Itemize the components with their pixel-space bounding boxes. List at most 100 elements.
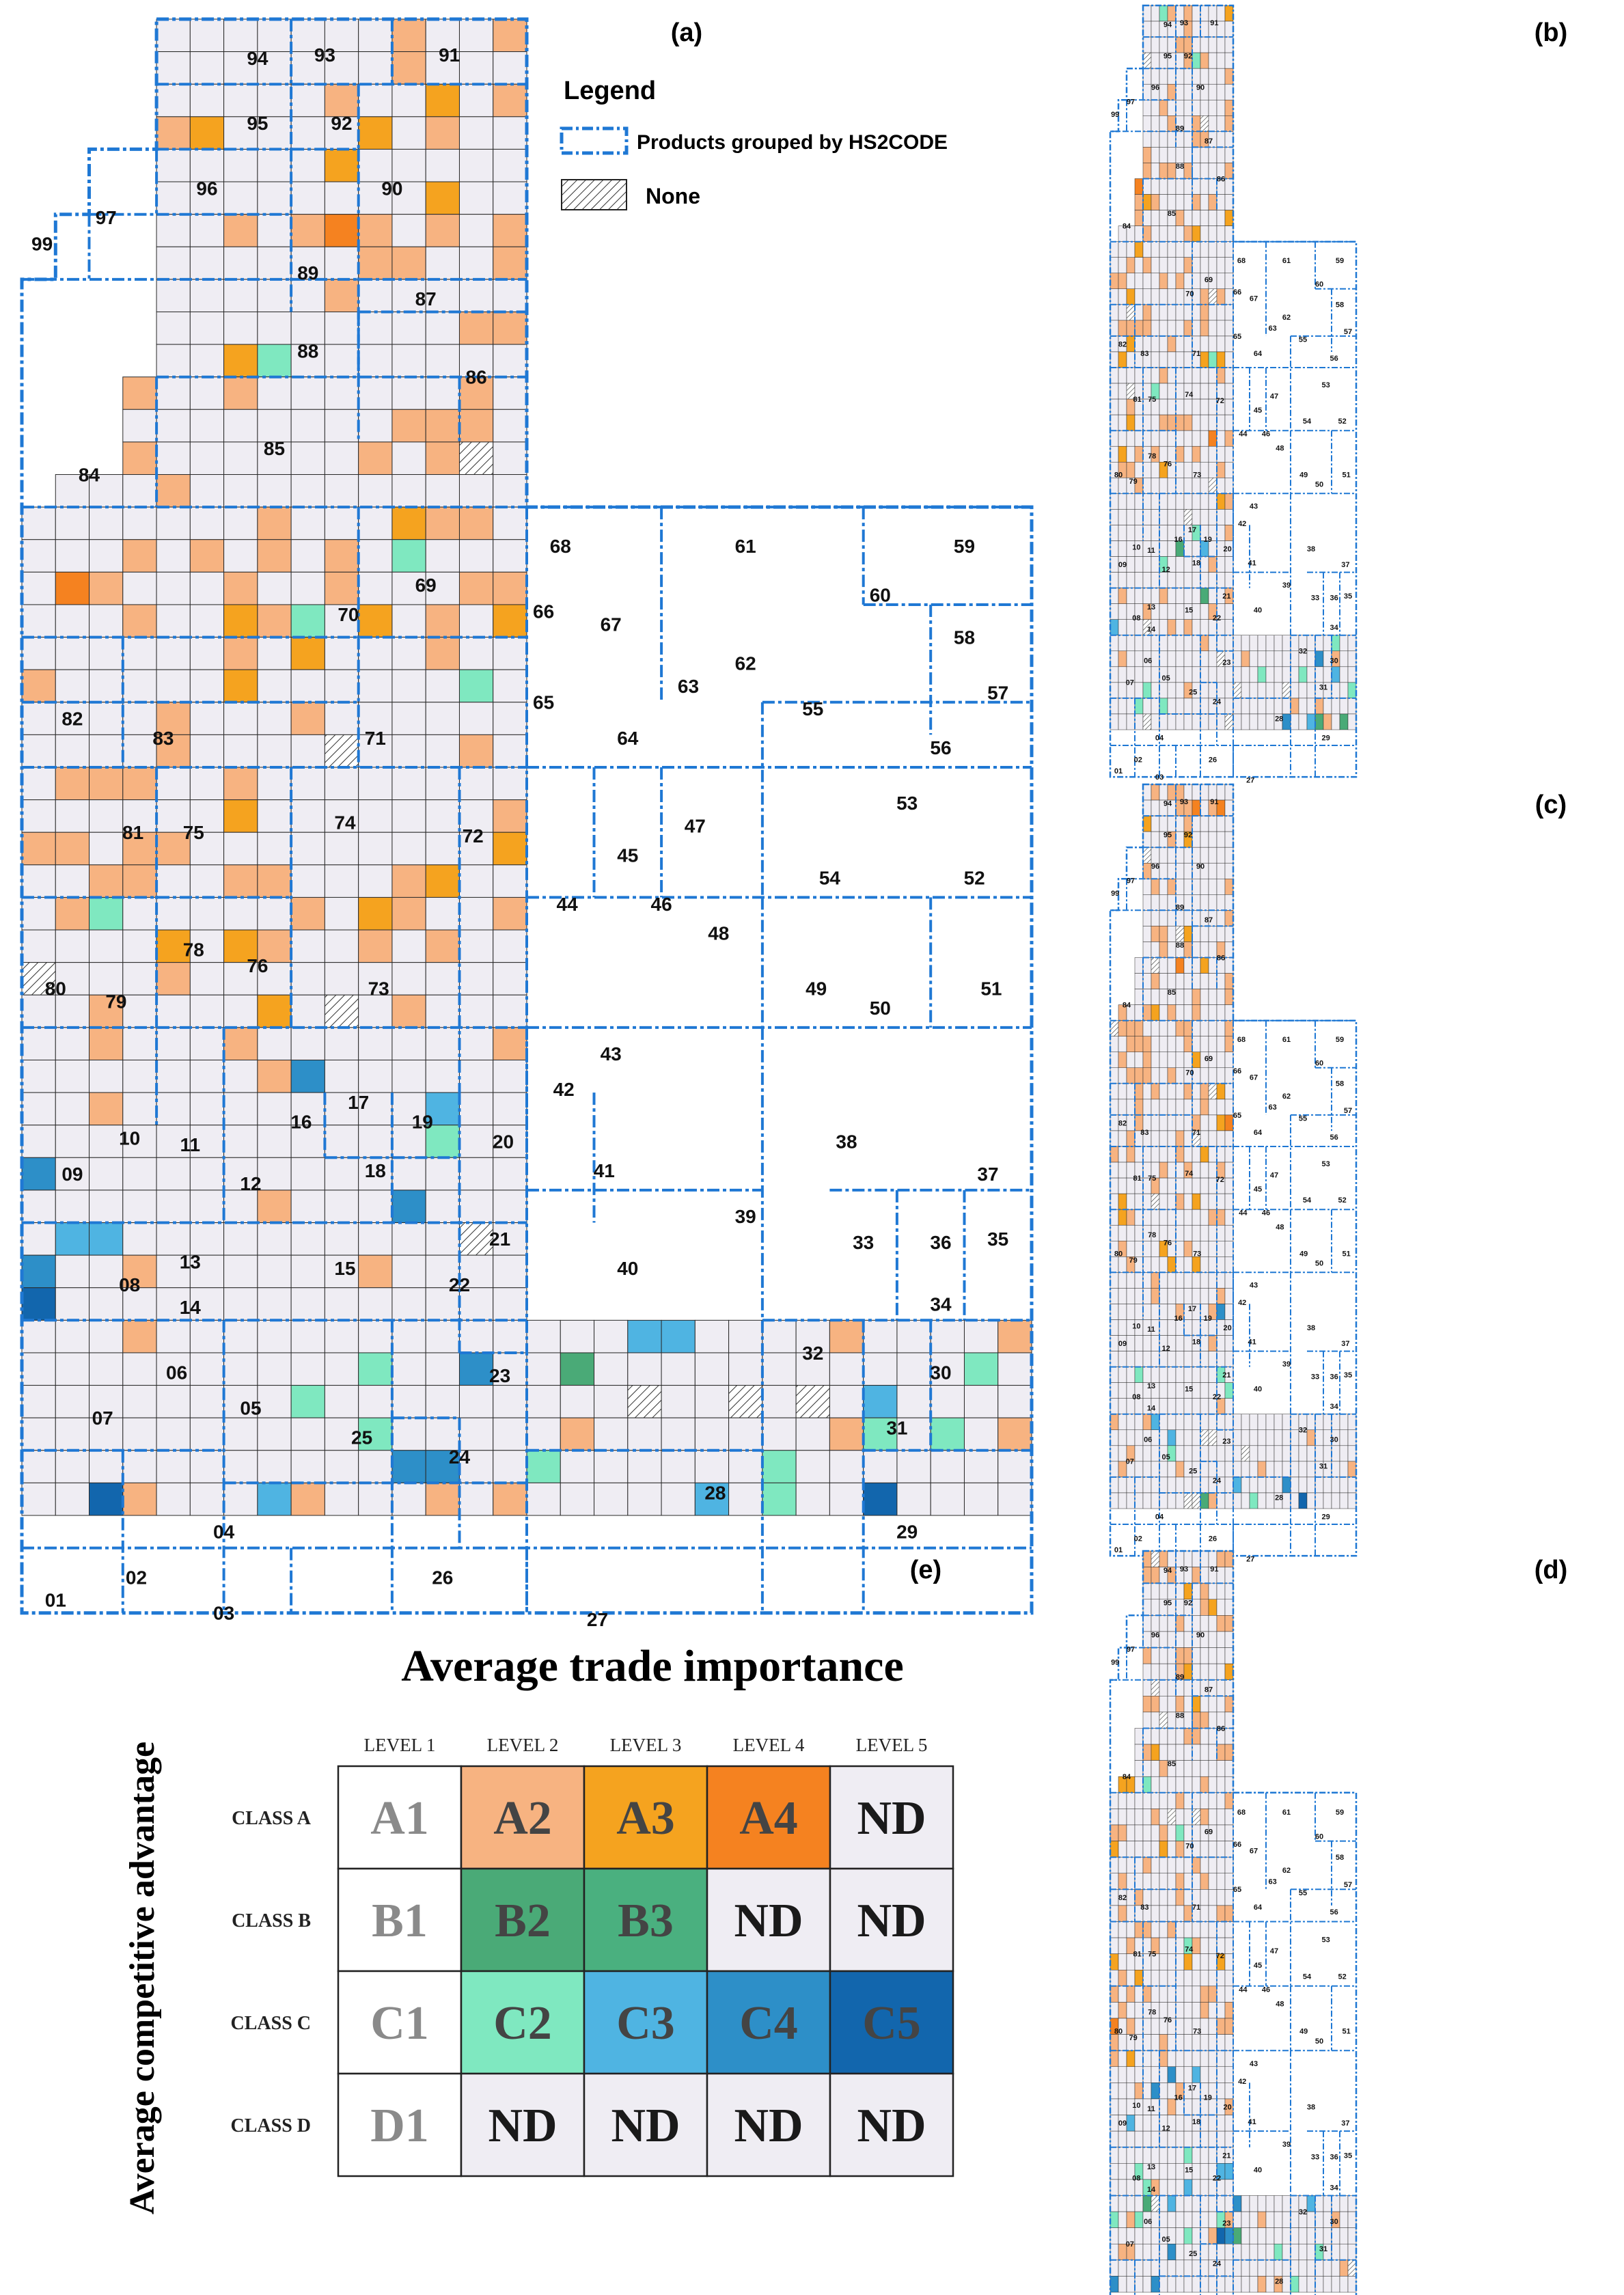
treemap-cell xyxy=(257,604,292,638)
treemap-cell xyxy=(1208,1744,1217,1761)
treemap-cell xyxy=(997,1482,1032,1516)
treemap-cell xyxy=(156,441,191,476)
treemap-cell xyxy=(1233,2276,1242,2293)
treemap-cell xyxy=(1159,1921,1168,1938)
treemap-cell xyxy=(795,1482,830,1516)
treemap-cell xyxy=(1118,572,1127,588)
treemap-cell xyxy=(1347,1429,1357,1446)
treemap-cell xyxy=(1175,1335,1185,1351)
treemap-cell xyxy=(1167,1744,1176,1761)
treemap-cell xyxy=(1208,1696,1217,1713)
hs-code-label: 95 xyxy=(1164,1599,1172,1607)
treemap-cell xyxy=(223,441,258,476)
treemap-cell xyxy=(458,702,494,735)
hs-code-label: 44 xyxy=(1239,1209,1248,1218)
treemap-cell xyxy=(1315,635,1324,652)
treemap-cell xyxy=(1224,1099,1234,1116)
treemap-cell xyxy=(1167,1492,1176,1509)
treemap-cell xyxy=(1110,698,1119,715)
treemap-cell xyxy=(1192,241,1201,258)
hs-code-label: 05 xyxy=(1161,2236,1170,2244)
hs-code-label: 11 xyxy=(1147,2105,1155,2113)
treemap-cell xyxy=(1192,509,1201,525)
treemap-cell xyxy=(290,864,325,898)
treemap-cell xyxy=(1216,1905,1226,1922)
treemap-cell xyxy=(1134,1036,1144,1052)
hs-code-label: 64 xyxy=(1254,1904,1263,1912)
treemap-cell xyxy=(795,1352,830,1386)
treemap-cell xyxy=(1134,2195,1144,2212)
treemap-cell xyxy=(526,1385,561,1418)
treemap-cell xyxy=(1192,1792,1201,1809)
hs-code-label: 90 xyxy=(1196,1632,1205,1640)
treemap-cell xyxy=(391,1027,426,1060)
treemap-cell xyxy=(1159,2259,1168,2277)
treemap-cell xyxy=(1192,1020,1201,1036)
treemap-cell xyxy=(89,1417,124,1451)
treemap-cell xyxy=(1224,1146,1234,1163)
hs-code-label: 25 xyxy=(1189,2250,1197,2258)
treemap-cell xyxy=(1175,815,1185,832)
treemap-cell xyxy=(1200,1114,1209,1131)
treemap-cell xyxy=(1192,273,1201,290)
treemap-cell xyxy=(55,1222,90,1256)
treemap-cell xyxy=(1159,83,1168,100)
treemap-cell xyxy=(1175,879,1185,895)
treemap-cell xyxy=(1142,2243,1152,2261)
treemap-cell xyxy=(1142,83,1152,100)
hs-code-label: 07 xyxy=(1126,679,1134,687)
treemap-cell xyxy=(1167,1114,1176,1131)
treemap-cell xyxy=(1216,1099,1226,1116)
treemap-cell xyxy=(1167,509,1176,525)
treemap-cell xyxy=(1323,698,1332,715)
treemap-cell xyxy=(1192,1004,1201,1021)
treemap-cell xyxy=(1167,1582,1176,1600)
treemap-cell xyxy=(1224,1696,1234,1713)
treemap-cell xyxy=(1200,257,1209,273)
treemap-cell xyxy=(1134,1985,1144,2003)
treemap-cell xyxy=(762,1319,797,1353)
level-label: LEVEL 5 xyxy=(856,1735,928,1755)
treemap-cell xyxy=(1151,1728,1160,1745)
treemap-cell xyxy=(1331,713,1340,730)
hs-code-label: 20 xyxy=(1223,545,1231,553)
treemap-cell xyxy=(1151,131,1160,148)
treemap-cell xyxy=(627,1319,662,1353)
treemap-cell xyxy=(290,474,325,508)
treemap-cell xyxy=(1151,1679,1160,1696)
treemap-cell xyxy=(1118,1256,1127,1273)
treemap-cell xyxy=(1290,2211,1299,2228)
treemap-cell xyxy=(55,832,90,866)
treemap-cell xyxy=(1142,2115,1152,2132)
treemap-cell xyxy=(1175,509,1185,525)
treemap-cell xyxy=(1175,414,1185,431)
class-level-matrix: Average trade importance Average competi… xyxy=(123,1641,954,2214)
treemap-cell xyxy=(1118,1304,1127,1320)
treemap-cell xyxy=(89,1287,124,1321)
treemap-cell xyxy=(425,51,460,85)
hs-code-label: 32 xyxy=(1299,2208,1307,2216)
treemap-cell xyxy=(1159,2211,1168,2228)
treemap-cell xyxy=(1118,2211,1127,2228)
treemap-cell xyxy=(1224,619,1234,635)
treemap-cell xyxy=(358,1319,393,1353)
treemap-cell xyxy=(1126,414,1136,431)
treemap-cell xyxy=(1183,1429,1193,1446)
hs-code-label: 87 xyxy=(1205,916,1213,924)
treemap-cell xyxy=(1175,619,1185,635)
matrix-cell xyxy=(460,1970,586,2075)
treemap-cell xyxy=(156,1450,191,1483)
treemap-cell xyxy=(1159,1631,1168,1648)
treemap-cell xyxy=(1216,320,1226,337)
hs-code-label: 22 xyxy=(1213,2174,1221,2182)
treemap-cell xyxy=(1159,1146,1168,1163)
treemap-cell xyxy=(1142,493,1152,510)
treemap-cell xyxy=(1192,1824,1201,1841)
treemap-cell xyxy=(1110,1921,1119,1938)
treemap-cell xyxy=(1208,1841,1217,1858)
treemap-cell xyxy=(1306,666,1316,683)
treemap-cell xyxy=(1110,650,1119,668)
treemap-cell xyxy=(122,1190,157,1224)
treemap-cell xyxy=(1142,1985,1152,2003)
treemap-cell xyxy=(1110,2276,1119,2293)
